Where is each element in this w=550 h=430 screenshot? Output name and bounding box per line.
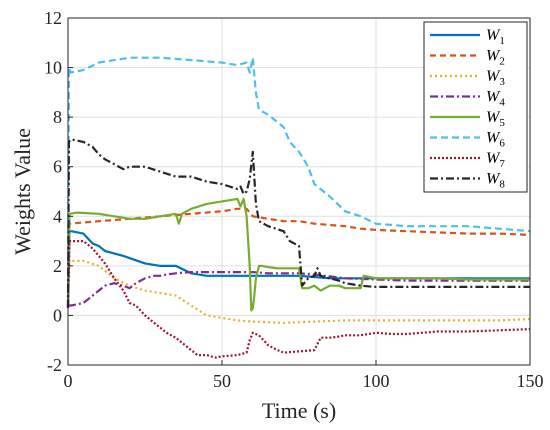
legend-label-w8: W8 bbox=[486, 171, 505, 191]
legend-label-w1: W1 bbox=[486, 27, 505, 47]
series-layer bbox=[66, 56, 531, 359]
legend-label-w4: W4 bbox=[486, 89, 505, 109]
y-tick-label: 8 bbox=[53, 107, 62, 127]
series-line-w4 bbox=[68, 271, 530, 307]
series-line-w5 bbox=[66, 197, 530, 312]
legend-label-w6: W6 bbox=[486, 130, 505, 150]
series-line-w7 bbox=[66, 240, 531, 359]
y-tick-label: 6 bbox=[53, 157, 62, 177]
y-tick-label: 10 bbox=[44, 58, 62, 78]
x-tick-label: 50 bbox=[213, 371, 231, 391]
legend-label-w7: W7 bbox=[486, 150, 505, 170]
y-tick-label: 4 bbox=[53, 206, 62, 226]
series-line-w3 bbox=[66, 259, 531, 324]
x-tick-label: 0 bbox=[64, 371, 73, 391]
y-tick-label: 12 bbox=[44, 8, 62, 28]
series-line-w8 bbox=[66, 138, 530, 309]
legend-label-w2: W2 bbox=[486, 48, 505, 68]
legend-label-w5: W5 bbox=[486, 109, 505, 129]
y-tick-label: -2 bbox=[47, 355, 62, 375]
y-tick-label: 2 bbox=[53, 256, 62, 276]
x-tick-label: 100 bbox=[363, 371, 390, 391]
y-tick-label: 0 bbox=[53, 305, 62, 325]
series-line-w6 bbox=[66, 56, 531, 309]
y-axis-label: Weights Value bbox=[10, 128, 35, 255]
legend-box bbox=[423, 21, 528, 193]
series-line-w2 bbox=[66, 207, 531, 309]
x-axis-label: Time (s) bbox=[262, 398, 336, 423]
plot-area-frame bbox=[67, 17, 531, 366]
legend-label-w3: W3 bbox=[486, 68, 505, 88]
x-tick-label: 150 bbox=[517, 371, 544, 391]
